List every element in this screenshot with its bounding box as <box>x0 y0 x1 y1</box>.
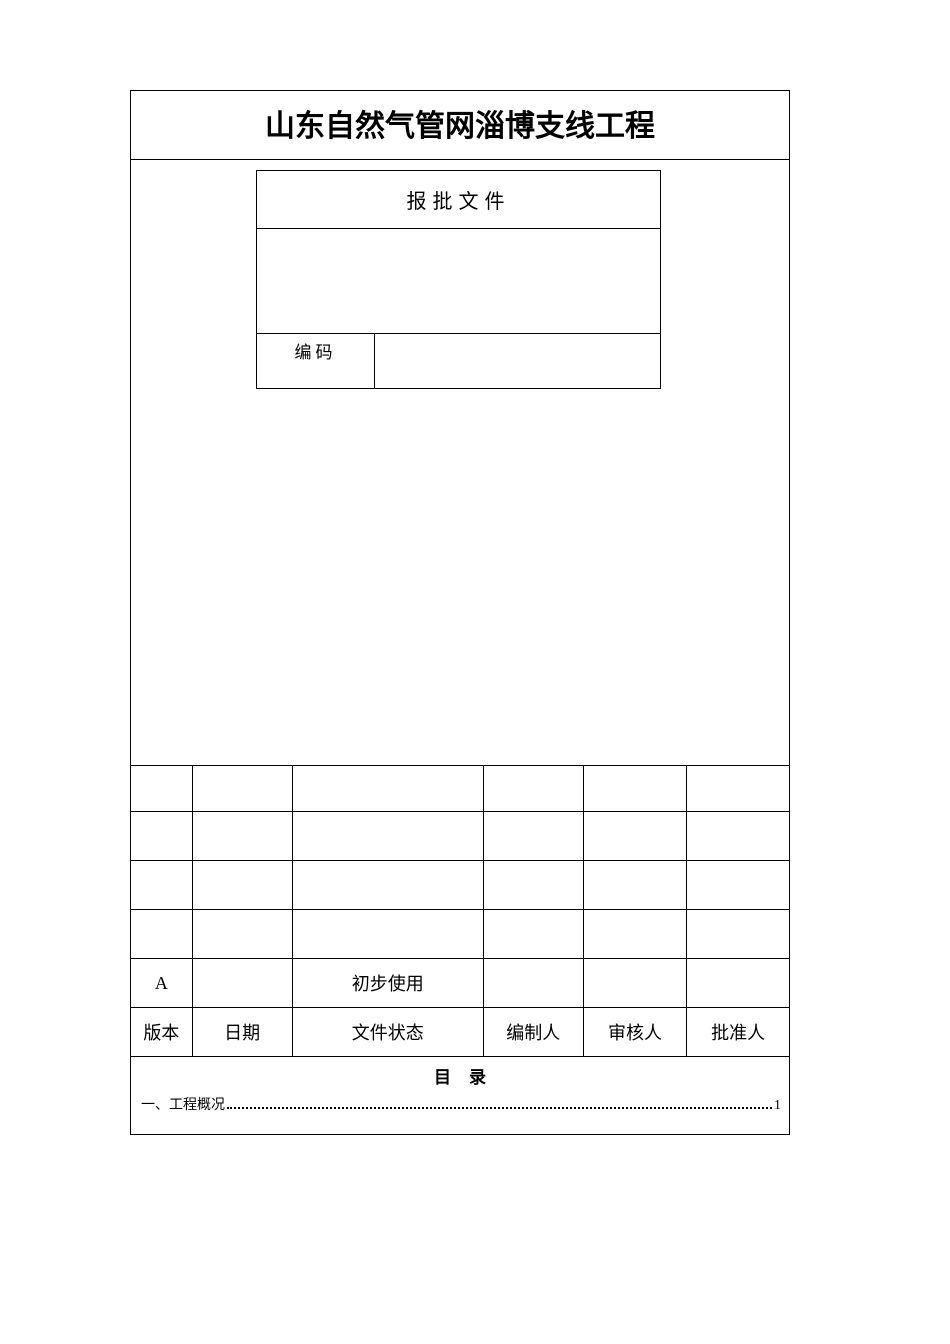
col-date: 日期 <box>193 1008 293 1056</box>
col-author: 编制人 <box>484 1008 584 1056</box>
table-cell <box>293 812 484 860</box>
table-row <box>131 860 789 909</box>
col-version: 版本 <box>131 1008 193 1056</box>
version-table: A 初步使用 版本 日期 文件状态 编制人 审核人 批准人 <box>131 765 789 1056</box>
toc-item-label: 一、工程概况 <box>141 1094 225 1114</box>
table-cell <box>687 910 789 958</box>
table-cell <box>484 861 584 909</box>
table-cell <box>193 812 293 860</box>
table-cell <box>687 766 789 811</box>
table-cell <box>687 812 789 860</box>
table-cell <box>131 812 193 860</box>
table-row <box>131 811 789 860</box>
col-approver: 批准人 <box>687 1008 789 1056</box>
table-cell <box>584 910 688 958</box>
table-cell <box>131 861 193 909</box>
table-cell <box>484 910 584 958</box>
toc-item: 一、工程概况 1 <box>131 1092 789 1134</box>
table-cell: 初步使用 <box>293 959 484 1007</box>
table-cell <box>193 861 293 909</box>
table-cell <box>131 766 193 811</box>
document-subtitle: 报批文件 <box>257 171 660 229</box>
table-cell <box>687 959 789 1007</box>
code-label: 编码 <box>257 334 375 388</box>
title-row: 山东自然气管网淄博支线工程 <box>131 91 789 159</box>
code-value <box>375 334 660 388</box>
code-row: 编码 <box>257 334 660 388</box>
table-cell <box>584 861 688 909</box>
table-cell <box>293 766 484 811</box>
table-cell <box>584 959 688 1007</box>
document-frame: 山东自然气管网淄博支线工程 报批文件 编码 <box>130 90 790 1135</box>
toc-heading: 目录 <box>131 1056 789 1092</box>
table-cell: A <box>131 959 193 1007</box>
table-cell <box>131 910 193 958</box>
header-block: 报批文件 编码 <box>131 160 789 765</box>
table-cell <box>687 861 789 909</box>
table-row <box>131 765 789 811</box>
table-cell <box>193 910 293 958</box>
toc-item-page: 1 <box>774 1098 781 1114</box>
table-cell <box>584 812 688 860</box>
toc-leader-dots <box>227 1107 772 1109</box>
table-cell <box>484 766 584 811</box>
table-cell <box>484 959 584 1007</box>
table-cell <box>193 766 293 811</box>
col-reviewer: 审核人 <box>584 1008 688 1056</box>
info-blank-row <box>257 229 660 334</box>
table-cell <box>293 861 484 909</box>
col-status: 文件状态 <box>293 1008 484 1056</box>
table-cell <box>584 766 688 811</box>
info-box: 报批文件 编码 <box>256 170 661 389</box>
table-header-row: 版本 日期 文件状态 编制人 审核人 批准人 <box>131 1007 789 1056</box>
table-cell <box>193 959 293 1007</box>
table-row <box>131 909 789 958</box>
document-title: 山东自然气管网淄博支线工程 <box>131 101 789 145</box>
table-cell <box>484 812 584 860</box>
table-row: A 初步使用 <box>131 958 789 1007</box>
table-cell <box>293 910 484 958</box>
